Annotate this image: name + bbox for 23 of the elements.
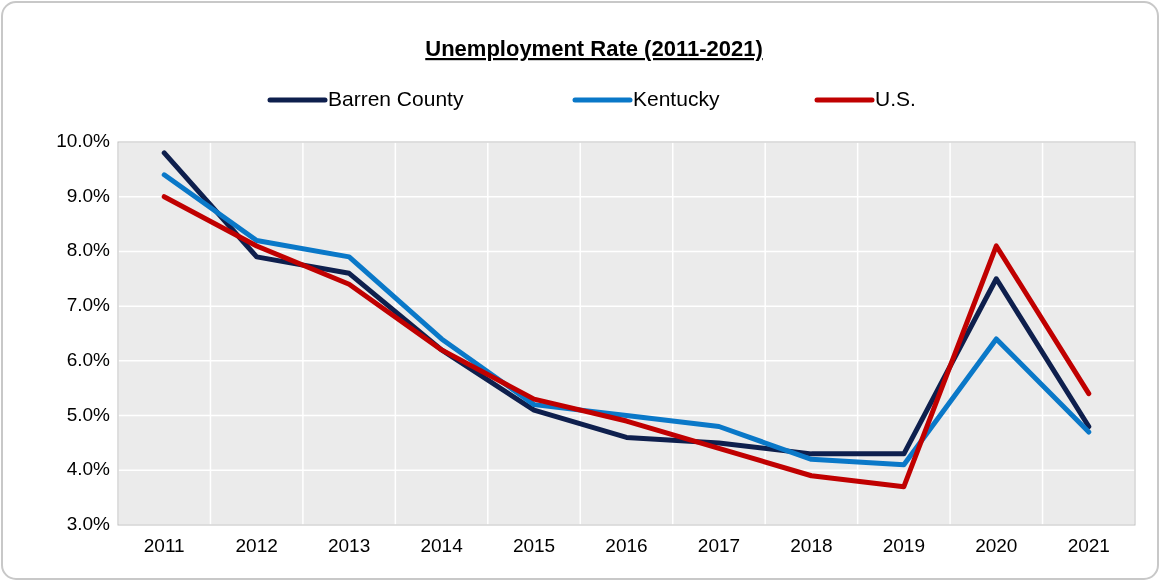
x-tick-label: 2017: [697, 535, 741, 556]
x-tick-label: 2018: [790, 535, 833, 556]
y-tick-label: 6.0%: [66, 348, 111, 370]
chart-title: Unemployment Rate (2011-2021): [425, 36, 763, 61]
y-tick-label: 7.0%: [66, 294, 111, 316]
y-tick-label: 5.0%: [66, 403, 111, 425]
legend-label: U.S.: [875, 86, 916, 110]
y-tick-label: 8.0%: [66, 239, 111, 261]
x-tick-label: 2015: [512, 535, 556, 556]
x-tick-label: 2021: [1067, 535, 1110, 556]
y-tick-label: 3.0%: [66, 513, 111, 535]
x-tick-label: 2020: [975, 535, 1018, 556]
x-tick-label: 2019: [882, 535, 925, 556]
x-tick-label: 2013: [328, 535, 371, 556]
x-tick-label: 2014: [420, 535, 464, 556]
x-tick-label: 2012: [235, 535, 278, 556]
x-tick-label: 2016: [605, 535, 648, 556]
y-tick-label: 9.0%: [66, 184, 111, 206]
legend-label: Barren County: [328, 86, 464, 110]
legend-label: Kentucky: [633, 86, 720, 110]
x-tick-label: 2011: [143, 535, 185, 556]
y-tick-label: 4.0%: [66, 458, 111, 480]
y-tick-label: 10.0%: [56, 130, 111, 152]
